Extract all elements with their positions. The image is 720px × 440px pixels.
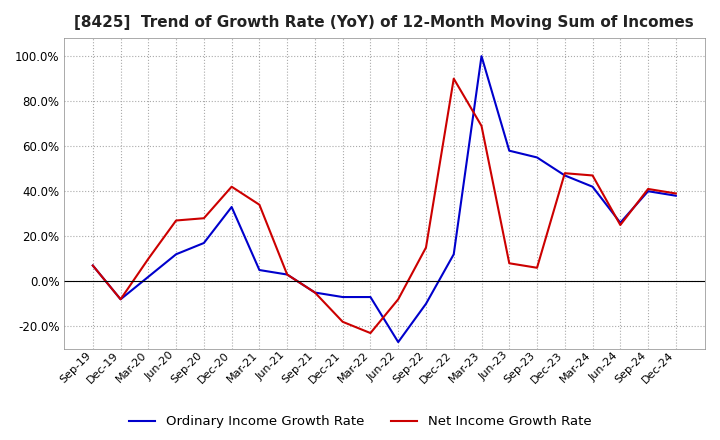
Net Income Growth Rate (533, 265, 541, 271)
Net Income Growth Rate (228, 184, 236, 189)
Ordinary Income Growth Rate (199, 240, 208, 246)
Net Income Growth Rate (505, 260, 513, 266)
Ordinary Income Growth Rate (283, 272, 292, 277)
Net Income Growth Rate (422, 245, 431, 250)
Net Income Growth Rate (89, 263, 97, 268)
Net Income Growth Rate (366, 330, 375, 336)
Net Income Growth Rate (616, 222, 625, 227)
Net Income Growth Rate (644, 186, 652, 191)
Net Income Growth Rate (255, 202, 264, 207)
Ordinary Income Growth Rate (505, 148, 513, 153)
Ordinary Income Growth Rate (672, 193, 680, 198)
Ordinary Income Growth Rate (255, 268, 264, 273)
Net Income Growth Rate (560, 171, 569, 176)
Ordinary Income Growth Rate (228, 204, 236, 209)
Net Income Growth Rate (283, 272, 292, 277)
Ordinary Income Growth Rate (560, 173, 569, 178)
Net Income Growth Rate (588, 173, 597, 178)
Net Income Growth Rate (310, 290, 319, 295)
Ordinary Income Growth Rate (533, 155, 541, 160)
Ordinary Income Growth Rate (616, 220, 625, 225)
Net Income Growth Rate (338, 319, 347, 324)
Ordinary Income Growth Rate (116, 297, 125, 302)
Ordinary Income Growth Rate (477, 54, 486, 59)
Ordinary Income Growth Rate (310, 290, 319, 295)
Net Income Growth Rate (672, 191, 680, 196)
Ordinary Income Growth Rate (172, 252, 181, 257)
Title: [8425]  Trend of Growth Rate (YoY) of 12-Month Moving Sum of Incomes: [8425] Trend of Growth Rate (YoY) of 12-… (74, 15, 694, 30)
Ordinary Income Growth Rate (422, 301, 431, 306)
Ordinary Income Growth Rate (338, 294, 347, 300)
Net Income Growth Rate (449, 76, 458, 81)
Ordinary Income Growth Rate (394, 339, 402, 345)
Line: Net Income Growth Rate: Net Income Growth Rate (93, 79, 676, 333)
Legend: Ordinary Income Growth Rate, Net Income Growth Rate: Ordinary Income Growth Rate, Net Income … (124, 410, 596, 433)
Line: Ordinary Income Growth Rate: Ordinary Income Growth Rate (93, 56, 676, 342)
Ordinary Income Growth Rate (644, 189, 652, 194)
Net Income Growth Rate (477, 123, 486, 128)
Net Income Growth Rate (199, 216, 208, 221)
Net Income Growth Rate (172, 218, 181, 223)
Ordinary Income Growth Rate (449, 252, 458, 257)
Ordinary Income Growth Rate (588, 184, 597, 189)
Ordinary Income Growth Rate (89, 263, 97, 268)
Net Income Growth Rate (394, 297, 402, 302)
Ordinary Income Growth Rate (144, 274, 153, 279)
Ordinary Income Growth Rate (366, 294, 375, 300)
Net Income Growth Rate (116, 297, 125, 302)
Net Income Growth Rate (144, 256, 153, 261)
